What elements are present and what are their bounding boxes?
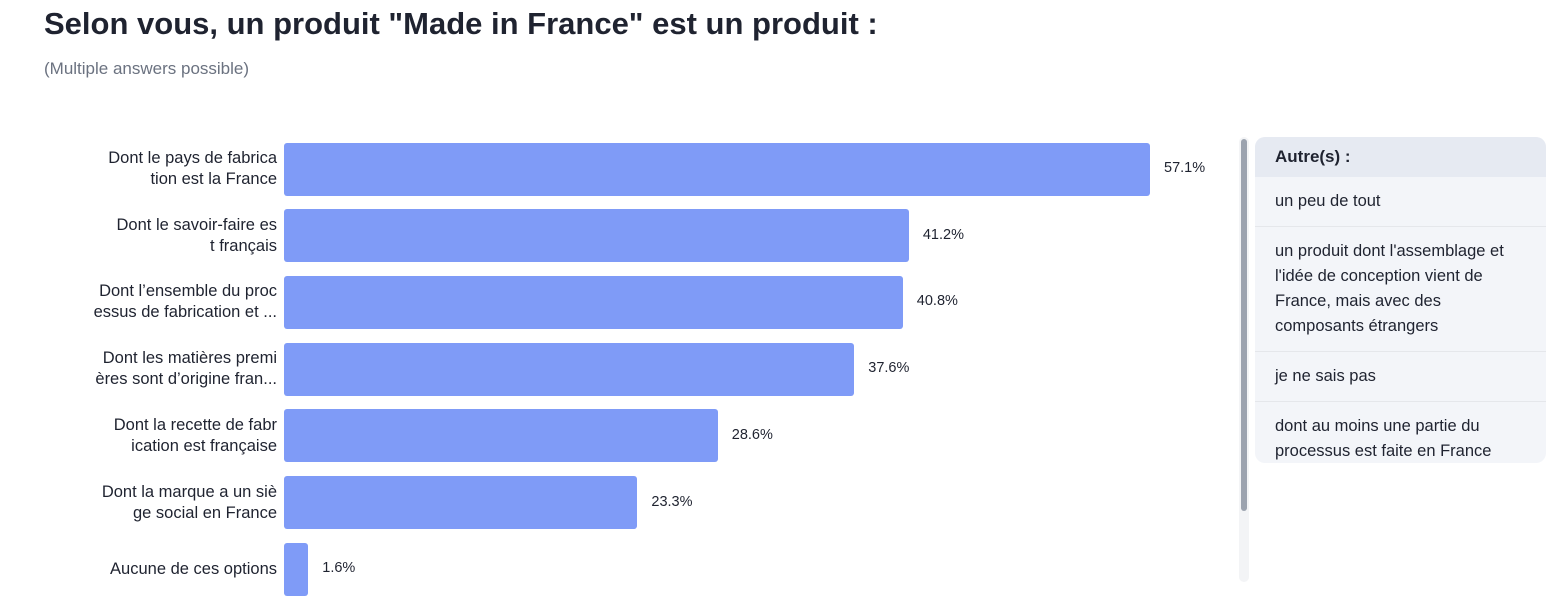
others-panel: Autre(s) : un peu de tout un produit don… bbox=[1255, 137, 1546, 463]
bar-category-label-line: t français bbox=[210, 236, 277, 255]
bar-category-label: Dont l’ensemble du proc essus de fabricat… bbox=[40, 281, 277, 323]
chart-scrollbar-thumb[interactable] bbox=[1241, 139, 1247, 511]
bar-category-label-line: ères sont d’origine fran... bbox=[95, 370, 277, 389]
bar-category-label: Dont la recette de fabr ication est franç… bbox=[40, 415, 277, 457]
bar[interactable] bbox=[284, 142, 1150, 196]
bar-category-label-line: ge social en France bbox=[133, 503, 277, 522]
bar-value-label: 41.2% bbox=[922, 226, 964, 243]
bar[interactable] bbox=[284, 542, 309, 596]
bar-value-label: 1.6% bbox=[322, 560, 356, 577]
bar-value-label: 40.8% bbox=[916, 293, 958, 310]
others-item: dont au moins une partie du processus es… bbox=[1275, 417, 1492, 460]
bar-category-label-line: essus de fabrication et ... bbox=[93, 303, 277, 322]
bar-category-label-line: Dont le savoir-faire es bbox=[116, 215, 277, 234]
bar-value-label: 28.6% bbox=[731, 426, 773, 443]
others-list: un peu de tout un produit dont l'assembl… bbox=[1255, 177, 1546, 463]
bar-category-label-line: Aucune de ces options bbox=[110, 559, 277, 578]
bar[interactable] bbox=[284, 275, 903, 329]
chart-scrollbar[interactable] bbox=[1239, 137, 1249, 582]
chart-subtitle: (Multiple answers possible) bbox=[44, 59, 250, 78]
bar-category-label-line: Dont la marque a un siè bbox=[101, 482, 277, 501]
bar-value-label: 37.6% bbox=[868, 360, 910, 377]
chart-title: Selon vous, un produit "Made in France" … bbox=[44, 6, 878, 41]
bar-category-label: Dont les matières premi ères sont d’origi… bbox=[40, 348, 277, 390]
bar-value-label: 23.3% bbox=[651, 493, 693, 510]
bar-category-label: Dont le pays de fabrica tion est la Franc… bbox=[40, 148, 277, 190]
bar[interactable] bbox=[284, 476, 638, 529]
bar-category-label-line: tion est la France bbox=[150, 170, 277, 188]
bar-category-label: Dont la marque a un siè ge social en Fran… bbox=[40, 482, 277, 524]
bar[interactable] bbox=[284, 342, 855, 396]
others-item: un produit dont l'assemblage et l'idée d… bbox=[1255, 227, 1546, 352]
bar[interactable] bbox=[284, 209, 909, 263]
bar-value-label: 57.1% bbox=[1164, 160, 1206, 176]
bar-category-label-line: Dont le pays de fabrica bbox=[108, 149, 277, 167]
bar-category-label-line: Dont les matières premi bbox=[102, 349, 277, 368]
bar[interactable] bbox=[284, 409, 718, 463]
bar-category-label-line: Dont l’ensemble du proc bbox=[99, 282, 277, 301]
bar-category-label: Dont le savoir-faire es t français bbox=[40, 215, 277, 257]
bar-category-label-line: Dont la recette de fabr bbox=[113, 415, 277, 434]
bar-category-label: Aucune de ces options bbox=[40, 559, 277, 580]
bar-chart: Dont le pays de fabrica tion est la Franc… bbox=[0, 130, 1240, 604]
others-item: un peu de tout bbox=[1255, 177, 1546, 227]
bar-category-label-line: ication est française bbox=[131, 436, 277, 455]
others-panel-title: Autre(s) : bbox=[1255, 137, 1546, 177]
others-item: je ne sais pas bbox=[1255, 352, 1546, 402]
